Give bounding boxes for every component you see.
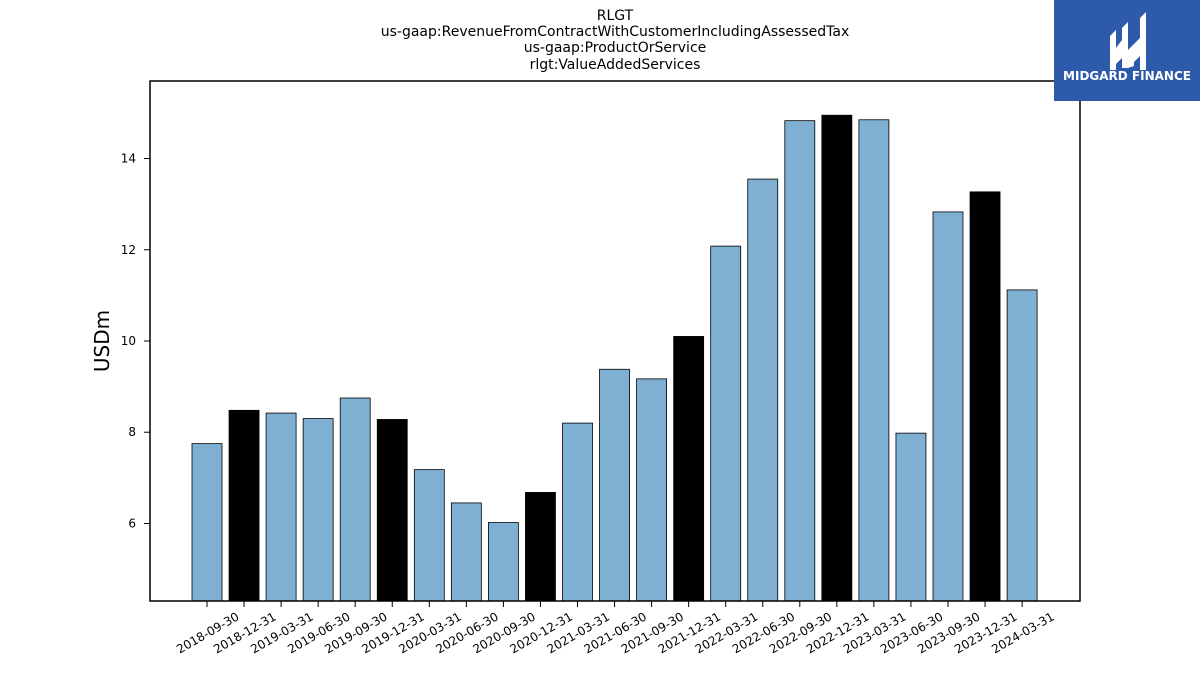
title-line-3: us-gaap:ProductOrService [524,40,707,56]
chart-title: RLGT us-gaap:RevenueFromContractWithCust… [381,8,850,73]
bar-2020-03-31 [413,469,445,602]
x-axis-ticks: 2018-09-302018-12-312019-03-312019-06-30… [174,601,1057,656]
plot-frame [149,80,1081,602]
bar-2022-03-31 [710,245,742,602]
bar-2023-09-30 [932,211,964,602]
title-line-4: rlgt:ValueAddedServices [530,57,701,73]
y-tick-label: 6 [128,516,136,530]
y-tick-label: 14 [121,152,136,166]
bar-2021-06-30 [599,368,630,602]
bar-2023-03-31 [858,119,890,602]
bar-2018-12-31 [228,409,260,602]
bar-2022-06-30 [747,178,779,602]
bars-group [191,114,1038,602]
bar-2024-03-31 [1006,289,1038,602]
bar-2020-09-30 [487,522,519,602]
bar-2020-12-31 [525,492,556,602]
bar-2019-09-30 [339,397,371,602]
bar-2020-06-30 [450,502,482,602]
bar-2023-06-30 [895,432,927,602]
y-tick-label: 12 [121,243,136,257]
bar-2021-03-31 [562,422,593,602]
bar-2019-06-30 [302,418,334,602]
bar-2023-12-31 [969,191,1001,602]
bar-2022-09-30 [784,120,816,602]
bar-2021-12-31 [673,336,705,602]
bar-2022-12-31 [821,114,853,602]
midgard-mark-icon [1110,12,1146,70]
y-tick-label: 10 [121,334,136,348]
y-axis-label: USDm [90,310,114,372]
bar-2019-12-31 [376,419,408,602]
midgard-finance-logo: MIDGARD FINANCE [1054,0,1200,101]
bar-2019-03-31 [265,412,297,602]
bar-2021-09-30 [636,378,667,602]
y-tick-label: 8 [128,425,136,439]
bar-2018-09-30 [191,443,223,602]
logo-text: MIDGARD FINANCE [1063,69,1191,83]
y-axis-ticks: 6 8 10 12 14 [121,152,150,530]
title-line-1: RLGT [597,8,634,24]
title-line-2: us-gaap:RevenueFromContractWithCustomerI… [381,24,850,40]
